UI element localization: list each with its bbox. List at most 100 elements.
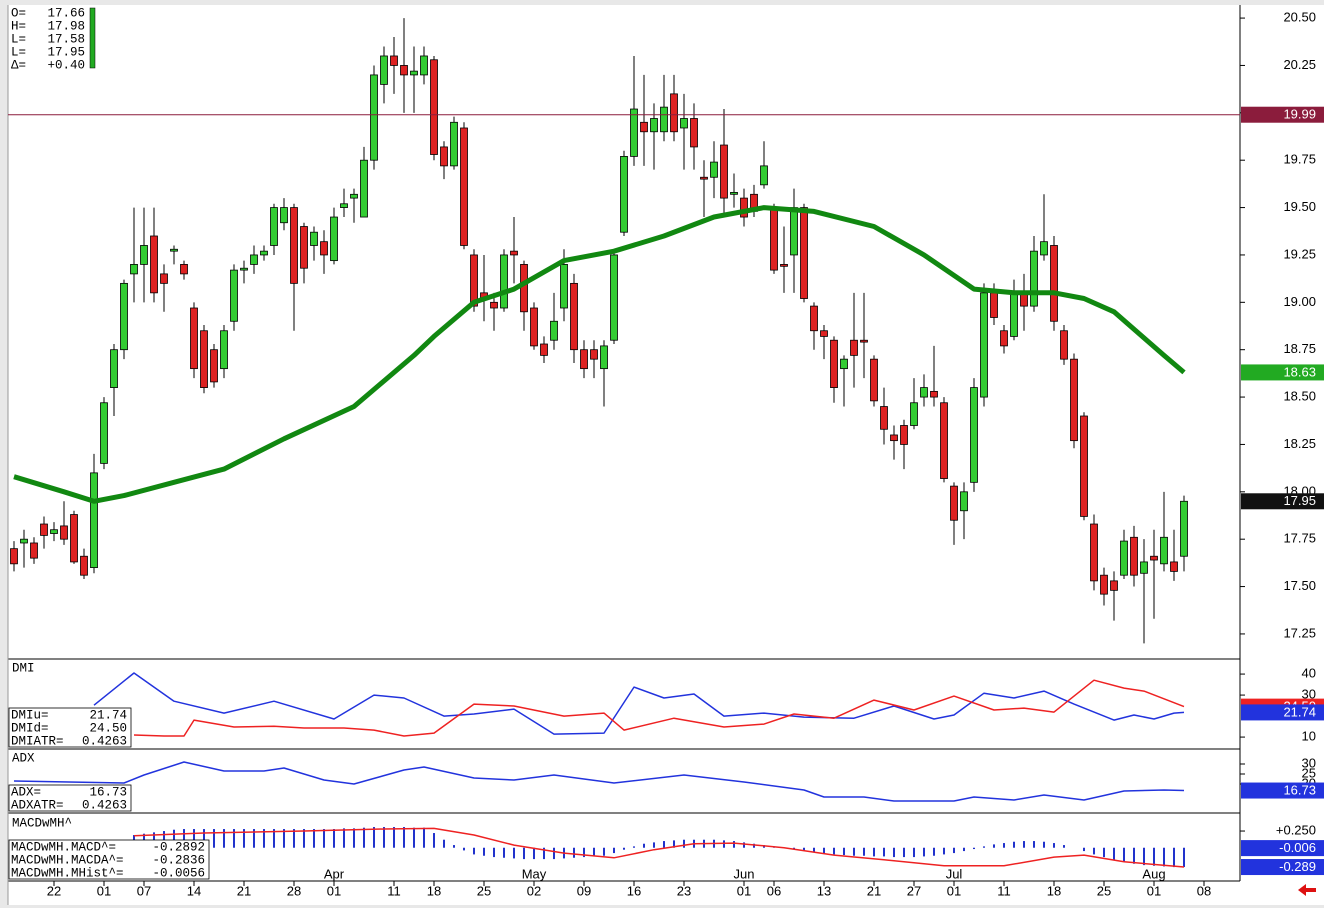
info-key: DMId= (11, 721, 49, 735)
candle-body (1040, 241, 1048, 256)
info-box (8, 839, 210, 880)
candle-body (620, 156, 628, 233)
candle-body (790, 207, 798, 256)
info-value: 24.50 (89, 721, 127, 735)
info-value: 17.58 (47, 32, 85, 46)
candle-body (350, 193, 358, 199)
candle-body (730, 192, 738, 195)
candle-body (1120, 540, 1128, 576)
candle-body (90, 472, 98, 569)
candle-body (760, 165, 768, 186)
candle-body (890, 434, 898, 442)
y-tick-label: 40 (1302, 666, 1316, 681)
candle-body (240, 267, 248, 271)
candle-body (430, 59, 438, 155)
candle-body (960, 491, 968, 512)
candle-body (470, 254, 478, 307)
price-tag-label: 21.74 (1283, 704, 1316, 719)
x-tick-label: 27 (907, 883, 921, 898)
candle-body (160, 273, 168, 284)
info-value: 0.4263 (82, 798, 127, 812)
month-label: Jul (946, 866, 963, 881)
quote-marker (89, 7, 96, 69)
x-tick-label: 01 (1147, 883, 1161, 898)
candle-body (390, 55, 398, 66)
candle-body (150, 235, 158, 294)
panel: +0.250 -0.006 -0.289 MACDwMH^ MACDwMH.MACD^=… (8, 816, 1324, 880)
month-label: Apr (324, 866, 345, 881)
x-tick-label: 01 (737, 883, 751, 898)
price-tag (1241, 364, 1324, 381)
candle-body (190, 307, 198, 370)
y-tick-label: 18.75 (1283, 341, 1316, 356)
candle-body (1080, 415, 1088, 517)
candle-body (230, 269, 238, 322)
candle-body (910, 402, 918, 426)
y-tick-label: 19.00 (1283, 294, 1316, 309)
candle-body (530, 307, 538, 347)
plot-area (8, 18, 1240, 644)
info-key: DMIATR= (11, 734, 64, 748)
x-tick-label: 13 (817, 883, 831, 898)
info-box (8, 707, 132, 748)
candle-body (1130, 536, 1138, 576)
candle-body (580, 349, 588, 370)
candle-body (1050, 245, 1058, 322)
info-key: ADXATR= (11, 798, 64, 812)
candle-body (200, 330, 208, 388)
candle-body (300, 226, 308, 269)
candle-body (110, 349, 118, 388)
candle-body (780, 264, 788, 267)
candle-body (410, 70, 418, 76)
info-value: 21.74 (89, 708, 127, 722)
candle-body (450, 121, 458, 167)
candle-body (20, 538, 28, 544)
candle-body (420, 55, 428, 76)
candle-body (940, 402, 948, 479)
candle-body (540, 343, 548, 356)
x-tick-label: 01 (97, 883, 111, 898)
candle-body (500, 254, 508, 309)
candle-body (1070, 358, 1078, 442)
info-key: MACDwMH.MACDA^= (11, 853, 124, 867)
info-box (8, 784, 132, 812)
x-tick-label: 23 (677, 883, 691, 898)
candle-body (400, 65, 408, 76)
price-tag (1241, 859, 1324, 876)
indicator-line (13, 761, 1185, 802)
candle-body (270, 207, 278, 246)
price-tag-label: -0.289 (1279, 859, 1316, 874)
month-label: Jun (734, 866, 755, 881)
candle-body (610, 254, 618, 341)
info-value: -0.2836 (152, 853, 205, 867)
y-tick-label: 30 (1302, 687, 1316, 702)
x-tick-label: 21 (867, 883, 881, 898)
candle-body (260, 250, 268, 256)
y-tick-label: 19.75 (1283, 152, 1316, 167)
info-value: -0.2892 (152, 840, 205, 854)
candle-body (830, 339, 838, 388)
candle-body (570, 282, 578, 351)
info-key: Δ= (11, 58, 26, 72)
indicator-line (133, 679, 1185, 737)
candle-body (1180, 500, 1188, 557)
info-value: -0.0056 (152, 866, 205, 880)
x-tick-label: 16 (627, 883, 641, 898)
info-value: +0.40 (47, 58, 85, 72)
x-tick-label: 25 (1097, 883, 1111, 898)
x-tick-label: 02 (527, 883, 541, 898)
candle-body (40, 523, 48, 536)
scroll-arrow[interactable] (1298, 884, 1316, 896)
candle-body (1160, 536, 1168, 565)
candle-body (250, 254, 258, 265)
candle-body (460, 127, 468, 246)
candle-body (440, 146, 448, 167)
candle-body (380, 55, 388, 85)
info-value: 17.95 (47, 45, 85, 59)
x-tick-label: 28 (287, 883, 301, 898)
candle-body (770, 207, 778, 271)
candle-body (820, 330, 828, 337)
candle-body (670, 93, 678, 133)
y-tick-label: 17.25 (1283, 625, 1316, 640)
